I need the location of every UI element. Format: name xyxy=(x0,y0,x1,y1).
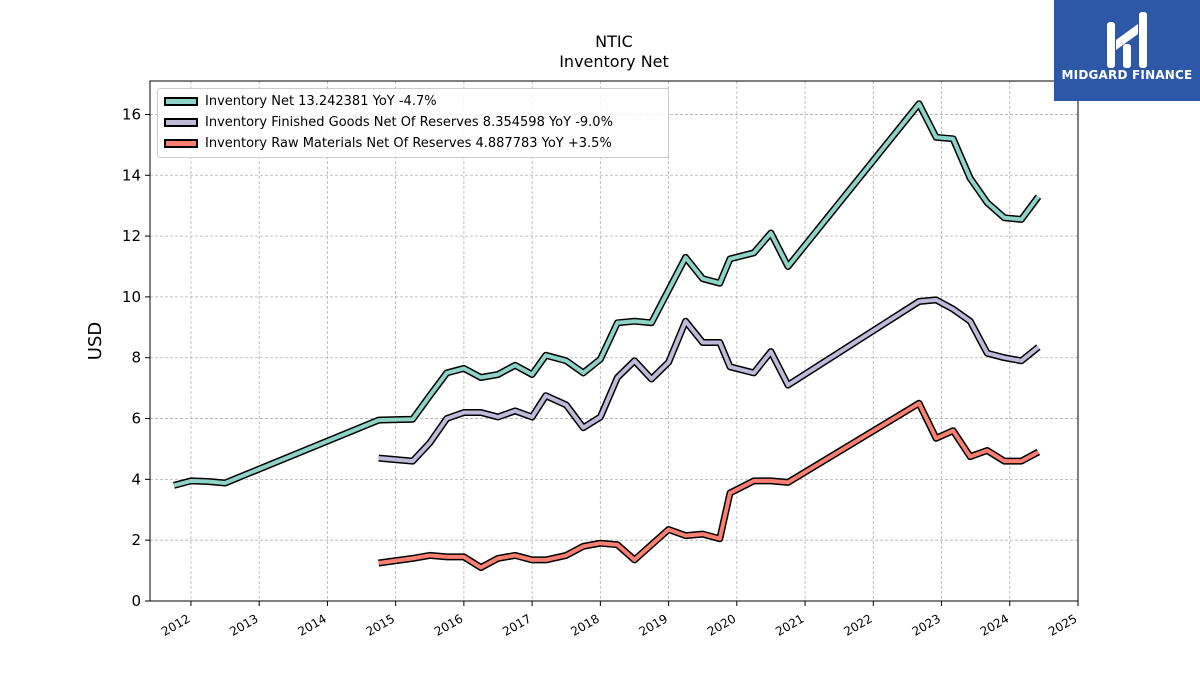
x-tick-label: 2016 xyxy=(432,611,465,638)
x-tick-label: 2014 xyxy=(295,611,328,638)
legend-label: Inventory Finished Goods Net Of Reserves… xyxy=(205,114,613,130)
x-tick-label: 2024 xyxy=(978,611,1011,638)
y-tick-label: 10 xyxy=(122,288,141,306)
logo-mark-icon xyxy=(1107,12,1147,68)
series-lines xyxy=(173,100,1042,571)
x-tick-label: 2012 xyxy=(159,611,192,638)
series-line xyxy=(378,297,1040,464)
legend-swatch xyxy=(164,138,198,148)
legend-swatch xyxy=(164,96,198,106)
y-axis-label: USD xyxy=(85,322,106,360)
legend-label: Inventory Raw Materials Net Of Reserves … xyxy=(205,135,612,151)
legend-swatch xyxy=(164,117,198,127)
plot-area-frame xyxy=(149,80,1079,602)
chart-title: NTIC xyxy=(595,32,633,51)
y-tick-label: 14 xyxy=(122,166,141,184)
y-tick-label: 16 xyxy=(122,105,141,123)
y-tick-label: 2 xyxy=(131,531,141,549)
y-tick-label: 4 xyxy=(131,470,141,488)
x-tick-label: 2025 xyxy=(1046,611,1079,638)
x-tick-label: 2023 xyxy=(910,611,943,638)
x-tick-label: 2020 xyxy=(705,611,738,638)
x-tick-label: 2013 xyxy=(227,611,260,638)
x-axis-ticks: 2012 2013 2014 2015 2016 2017 2018 2019 2020 2021… xyxy=(159,601,1080,639)
x-tick-label: 2021 xyxy=(773,611,806,638)
x-tick-label: 2018 xyxy=(568,611,601,638)
series-line-outline xyxy=(173,100,1042,489)
x-tick-label: 2015 xyxy=(364,611,397,638)
legend-item-inventory-net: Inventory Net 13.242381 YoY -4.7% xyxy=(164,92,437,110)
midgard-finance-logo: MIDGARD FINANCE xyxy=(1054,0,1200,101)
x-tick-label: 2022 xyxy=(841,611,874,638)
chart-legend: Inventory Net 13.242381 YoY -4.7% Invent… xyxy=(157,88,669,158)
y-tick-label: 6 xyxy=(131,410,141,428)
logo-text: MIDGARD FINANCE xyxy=(1061,68,1193,82)
y-tick-label: 12 xyxy=(122,227,141,245)
legend-label: Inventory Net 13.242381 YoY -4.7% xyxy=(205,93,437,109)
grid-lines xyxy=(150,81,1079,602)
chart-subtitle: Inventory Net xyxy=(559,52,669,71)
y-tick-label: 0 xyxy=(131,592,141,610)
legend-item-raw-materials: Inventory Raw Materials Net Of Reserves … xyxy=(164,134,612,152)
y-tick-label: 8 xyxy=(131,349,141,367)
y-axis-ticks: 0 2 4 6 8 10 12 14 16 xyxy=(122,105,150,610)
series-line xyxy=(173,101,1041,488)
series-line xyxy=(378,401,1040,570)
x-tick-label: 2017 xyxy=(500,611,533,638)
x-tick-label: 2019 xyxy=(637,611,670,638)
legend-item-finished-goods: Inventory Finished Goods Net Of Reserves… xyxy=(164,113,613,131)
series-line-outline xyxy=(378,399,1041,571)
